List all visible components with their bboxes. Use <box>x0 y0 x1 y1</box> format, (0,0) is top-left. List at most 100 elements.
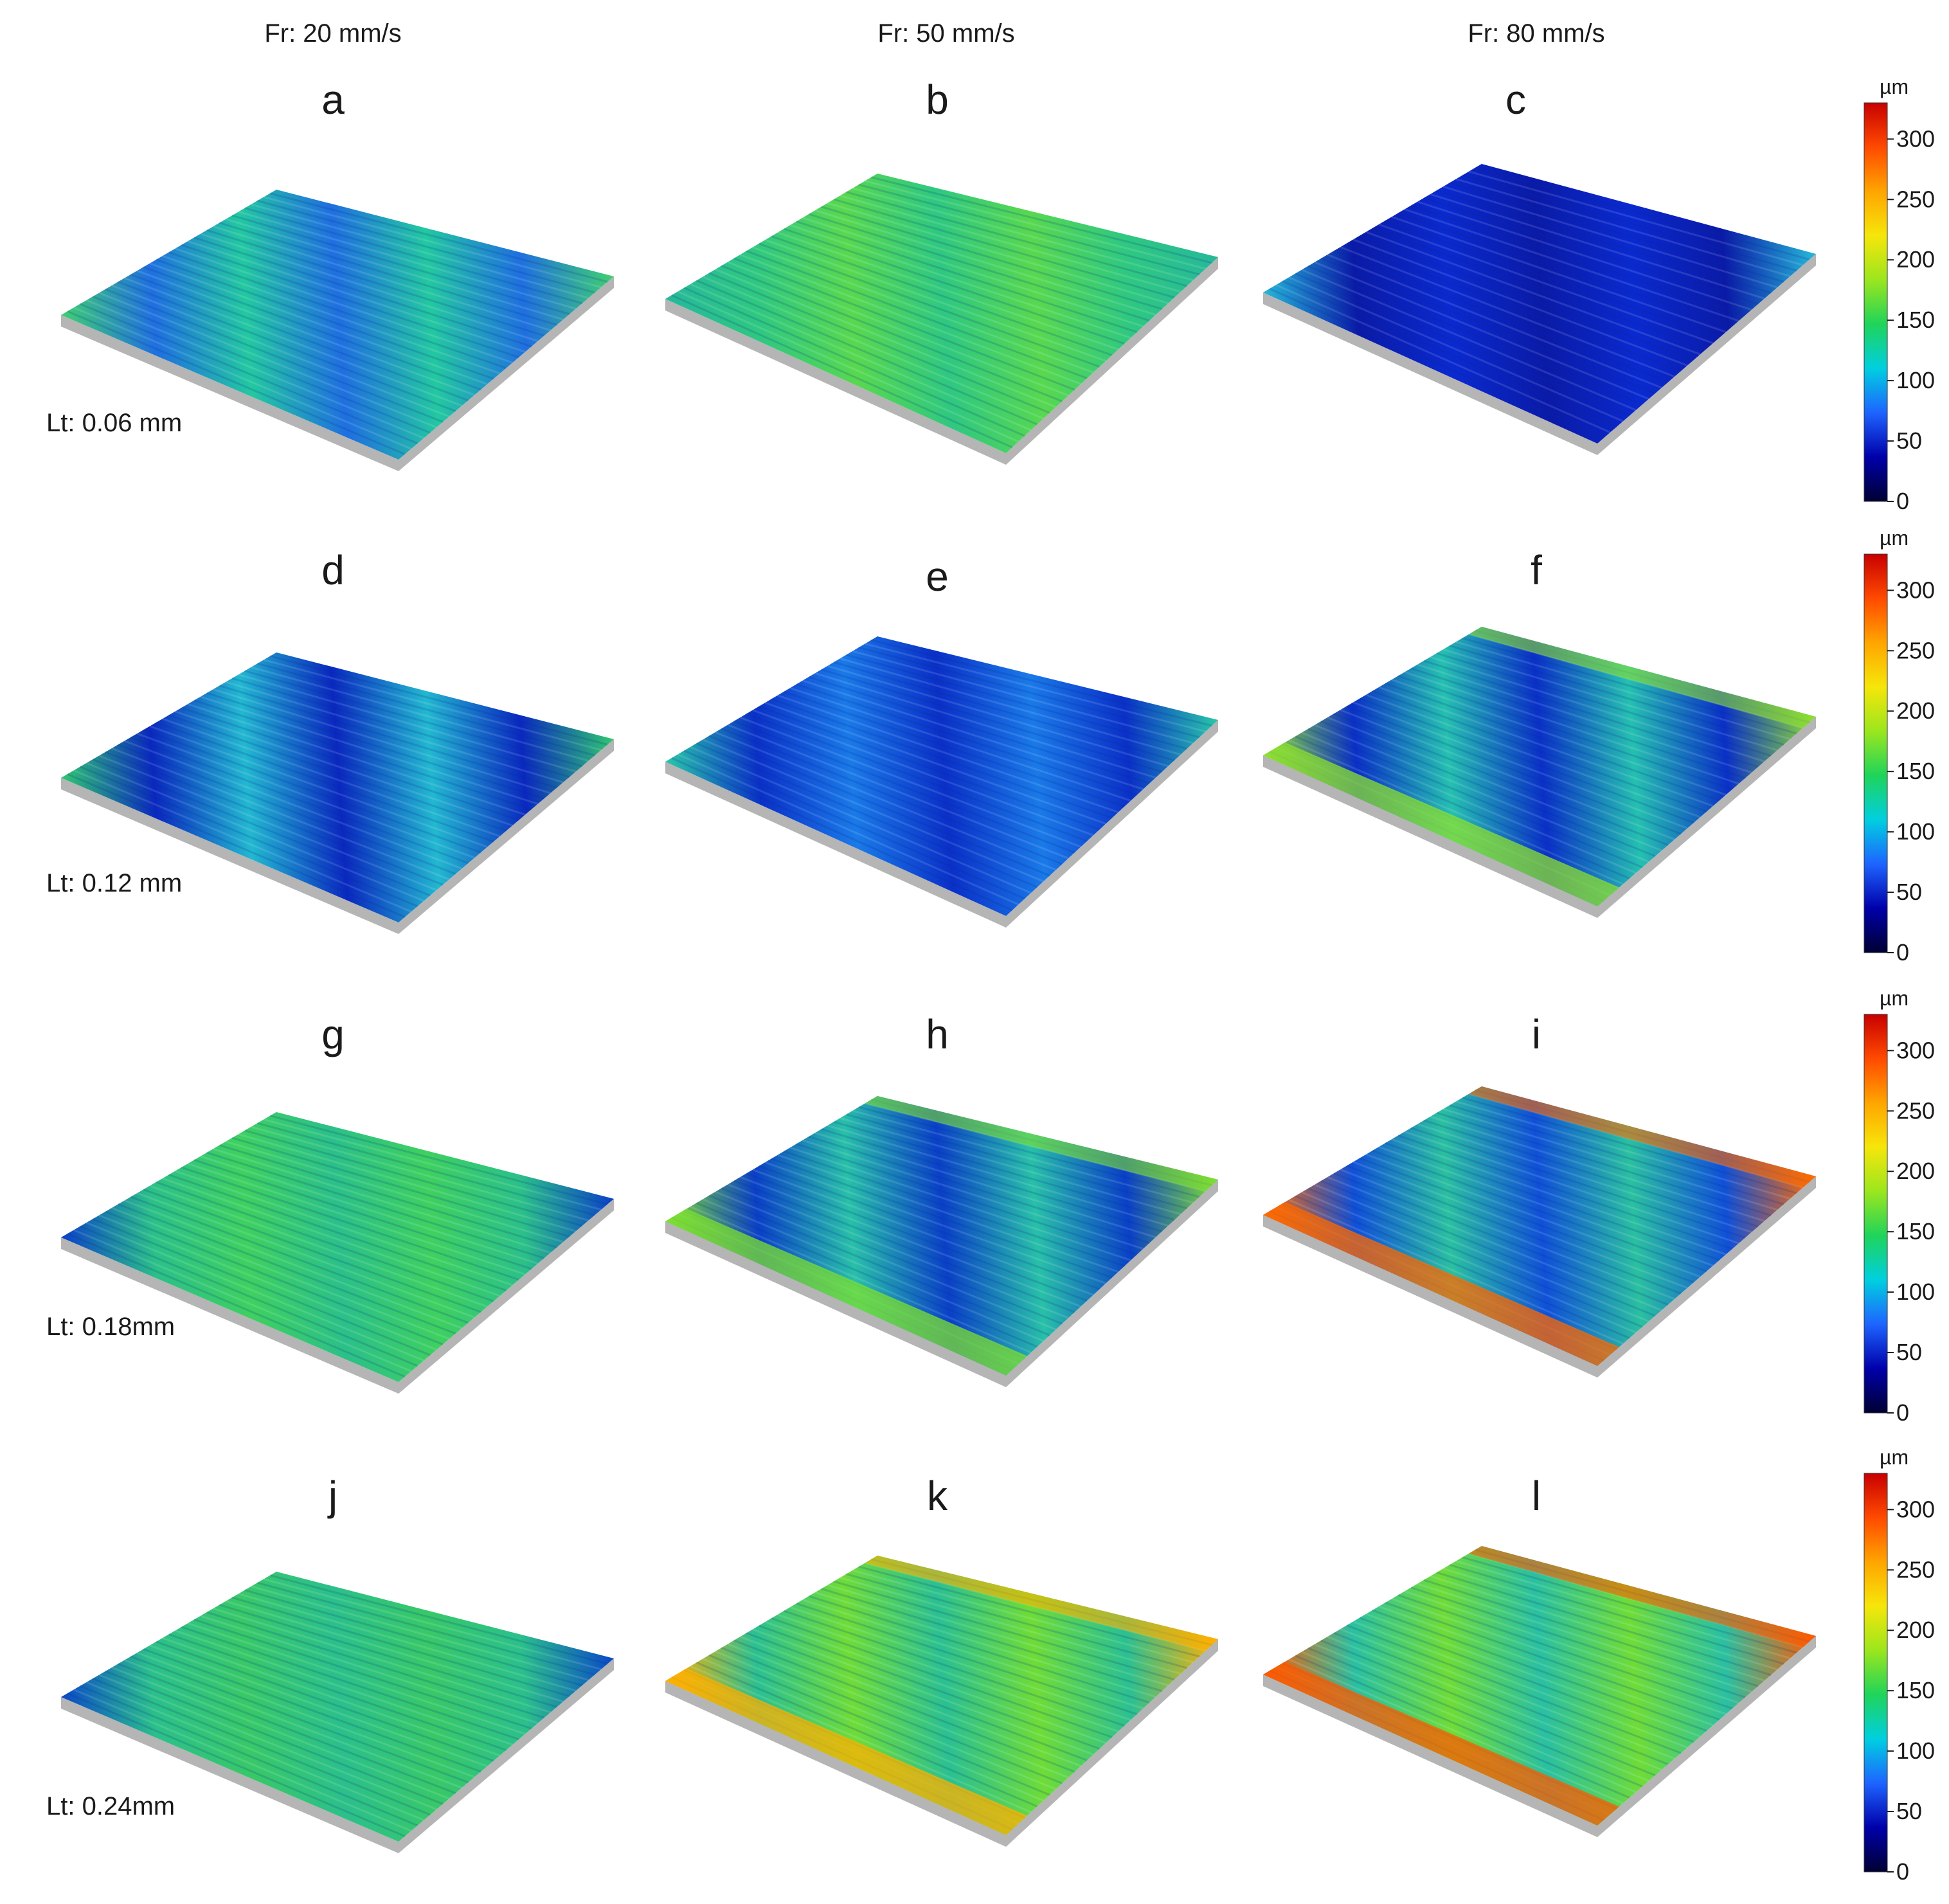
striation-line <box>67 310 406 455</box>
striation-line <box>67 773 406 918</box>
surface-panel-i <box>1263 1086 1816 1378</box>
striation-line <box>174 1170 513 1286</box>
striation-line <box>219 222 557 326</box>
striation-line <box>827 1124 1169 1227</box>
colorbar-scale <box>1864 1473 1888 1873</box>
base-slab <box>1263 1176 1816 1378</box>
striation-line <box>752 246 1094 373</box>
panel-letter-d: d <box>321 547 345 593</box>
striation-line <box>1327 1635 1662 1771</box>
striation-line <box>808 213 1150 322</box>
striation-line <box>783 1610 1125 1727</box>
row-label-3: Lt: 0.18mm <box>46 1313 175 1341</box>
striation-line <box>1346 1165 1682 1295</box>
striation-line <box>814 672 1156 779</box>
striation-line <box>783 228 1125 345</box>
panel-letter-k: k <box>927 1473 948 1519</box>
base-slab <box>665 1180 1218 1387</box>
striation-line <box>200 233 539 343</box>
panel-letter-c: c <box>1505 76 1526 123</box>
striation-line <box>136 1651 475 1778</box>
striation-line <box>143 266 481 391</box>
panel-letter-f: f <box>1531 547 1542 593</box>
striation-line <box>1320 1639 1656 1777</box>
striation-line <box>1442 648 1778 751</box>
striation-line <box>123 1659 463 1789</box>
surface-panel-h <box>665 1096 1218 1387</box>
striation-line <box>1442 1108 1778 1211</box>
striation-line <box>111 284 450 418</box>
colorbar-tick-label: 0 <box>1896 939 1909 965</box>
striation-line <box>696 279 1038 426</box>
striation-line <box>1301 269 1637 411</box>
striation-line <box>783 1150 1125 1267</box>
striation-line <box>98 1214 437 1351</box>
striation-line <box>73 307 412 450</box>
panel-letter-j: j <box>328 1473 338 1519</box>
striation-line <box>846 1113 1187 1210</box>
striation-line <box>796 1143 1138 1256</box>
striation-line <box>1320 1180 1656 1317</box>
edge-ridge <box>865 1096 1218 1192</box>
striation-line <box>1307 1647 1643 1788</box>
striation-line <box>702 739 1044 883</box>
striation-line <box>846 1573 1187 1669</box>
striation-line <box>1359 1157 1694 1284</box>
striation-line <box>123 740 463 870</box>
striation-line <box>683 287 1025 437</box>
striation-line <box>696 1201 1038 1348</box>
striation-line <box>1404 1131 1739 1244</box>
striation-line <box>733 720 1075 854</box>
striation-line <box>1417 663 1752 774</box>
striation-line <box>136 732 475 859</box>
striation-line <box>708 1194 1050 1336</box>
striation-line <box>1436 1111 1772 1217</box>
striation-line <box>759 705 1100 831</box>
colorbar-tick-label: 300 <box>1896 577 1935 603</box>
panel-letter-h: h <box>926 1011 949 1057</box>
base-slab <box>665 1639 1218 1847</box>
striation-line <box>1378 1145 1714 1267</box>
colorbar-tick-label: 300 <box>1896 125 1935 152</box>
striation-line <box>1340 709 1675 841</box>
striation-line <box>1320 720 1656 858</box>
striation-line <box>789 224 1131 339</box>
colorbar-tick-label: 300 <box>1896 1496 1935 1522</box>
height-map-surface <box>61 190 614 460</box>
colorbar-unit: µm <box>1880 1446 1909 1469</box>
colorbar-tick-label: 50 <box>1896 427 1922 454</box>
edge-ridge <box>1468 1086 1816 1188</box>
striation-line <box>846 654 1187 750</box>
striation-line <box>1455 1560 1791 1660</box>
surface-panel-a <box>61 190 614 471</box>
striation-line <box>827 665 1169 768</box>
striation-line <box>752 709 1094 836</box>
striation-line <box>777 231 1119 350</box>
striation-line <box>721 1646 1063 1784</box>
striation-line <box>79 1685 418 1827</box>
striation-line <box>1346 242 1682 372</box>
striation-line <box>123 277 463 407</box>
striation-line <box>263 659 602 751</box>
striation-line <box>833 1580 1175 1681</box>
striation-line <box>764 238 1106 362</box>
striation-line <box>771 1158 1113 1279</box>
striation-line <box>213 1607 551 1714</box>
striation-line <box>870 639 1212 727</box>
striation-line <box>73 1689 412 1832</box>
striation-line <box>130 736 469 865</box>
striation-line <box>865 643 1206 733</box>
striation-line <box>708 1654 1050 1796</box>
base-slab <box>665 257 1218 465</box>
panel-letter-l: l <box>1531 1473 1541 1519</box>
striation-line <box>727 1643 1069 1779</box>
striation-line <box>225 1140 564 1243</box>
colorbar-tick-label: 50 <box>1896 879 1922 905</box>
colorbar-tick-label: 0 <box>1896 1399 1909 1426</box>
striation-line <box>827 1584 1169 1687</box>
striation-line <box>79 766 418 908</box>
striation-line <box>1436 652 1772 757</box>
striation-line <box>257 662 595 757</box>
striation-line <box>105 751 444 886</box>
striation-line <box>821 1588 1163 1693</box>
